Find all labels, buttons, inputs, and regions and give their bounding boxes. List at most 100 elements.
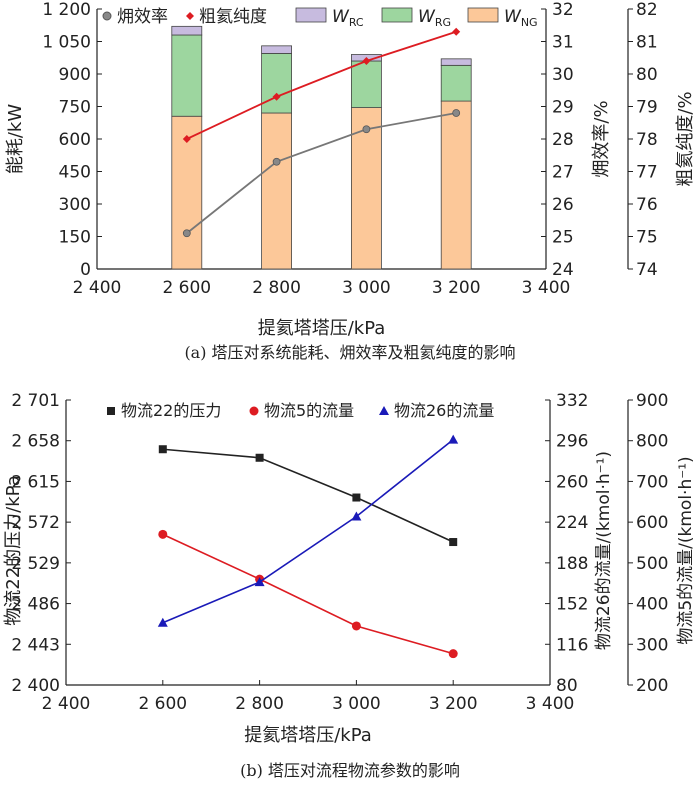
x-tick-label-a: 3 000 xyxy=(342,278,391,298)
y-tick-label-right2-b: 800 xyxy=(636,432,668,452)
y-axis-label-left-a: 能耗/kW xyxy=(5,104,26,174)
y-tick-label-right-a: 32 xyxy=(552,0,574,20)
stream26-flow-line xyxy=(162,438,454,624)
x-tick-label-a: 2 400 xyxy=(73,278,122,298)
x-tick-label-a: 2 800 xyxy=(252,278,301,298)
stream26-flow-point xyxy=(254,577,265,587)
legend-stream5-flow-label: 物流5的流量 xyxy=(264,401,354,420)
legend-w-rg-swatch xyxy=(381,7,413,23)
x-axis-label-b: 提氦塔塔压/kPa xyxy=(244,725,372,746)
y-tick-label-right-a: 30 xyxy=(552,65,574,85)
y-tick-label-right2-a: 77 xyxy=(636,163,658,183)
legend-stream5-flow-marker xyxy=(249,406,259,416)
y-tick-label-right-a: 31 xyxy=(552,33,574,53)
legend-w-ng-label: WNG xyxy=(504,7,538,29)
y-tick-label-right-b: 116 xyxy=(556,635,588,655)
y-tick-label-right-a: 25 xyxy=(552,228,574,248)
y-tick-label-right2-b: 900 xyxy=(636,391,668,411)
y-tick-label-left-a: 900 xyxy=(59,65,91,85)
bar-w-rc xyxy=(261,45,293,54)
y-axis-label-left-a-group: 能耗/kW xyxy=(5,104,26,174)
y-axis-label-right2-a: 粗氦纯度/% xyxy=(675,91,696,186)
y-tick-label-right-b: 260 xyxy=(556,472,588,492)
stream22-pressure-point xyxy=(352,493,361,502)
y-tick-label-right-b: 224 xyxy=(556,513,588,533)
stream26-flow-point xyxy=(448,434,459,444)
bar-w-rc xyxy=(171,25,203,36)
y-tick-label-right2-b: 300 xyxy=(636,635,668,655)
bar-w-rg xyxy=(350,60,382,108)
y-tick-label-right2-b: 200 xyxy=(636,676,668,696)
y-tick-label-right-a: 29 xyxy=(552,98,574,118)
legend-w-rg-label: WRG xyxy=(418,7,451,29)
y-axis-label-left-b: 物流22的压力/kPa xyxy=(3,475,24,625)
caption-a: (a) 塔压对系统能耗、㶲效率及粗氦纯度的影响 xyxy=(184,343,516,362)
exergy-efficiency-point xyxy=(362,125,371,134)
x-tick-label-b: 2 400 xyxy=(42,694,91,714)
y-tick-label-right2-b: 500 xyxy=(636,554,668,574)
y-tick-label-right2-b: 400 xyxy=(636,595,668,615)
y-tick-label-right2-a: 74 xyxy=(636,260,658,280)
y-tick-label-left-b: 2 658 xyxy=(11,432,60,452)
y-tick-label-right2-b: 700 xyxy=(636,472,668,492)
legend-w-ng-subscript: NG xyxy=(521,16,538,29)
y-tick-label-right-b: 296 xyxy=(556,432,588,452)
stream5-flow-point xyxy=(448,649,458,659)
y-tick-label-left-a: 750 xyxy=(59,98,91,118)
exergy-efficiency-point xyxy=(182,229,191,238)
y-axis-label-right2-a-group: 粗氦纯度/% xyxy=(675,91,696,186)
legend-stream22-pressure-label: 物流22的压力 xyxy=(121,401,221,420)
x-tick-label-a: 2 600 xyxy=(162,278,211,298)
y-tick-label-left-b: 2 701 xyxy=(11,391,60,411)
y-tick-label-left-b: 2 486 xyxy=(11,595,60,615)
legend-exergy-marker xyxy=(102,11,112,21)
legend-exergy-label: 㶲效率 xyxy=(117,7,168,27)
x-tick-label-a: 3 400 xyxy=(522,278,571,298)
x-tick-label-b: 2 600 xyxy=(138,694,187,714)
y-tick-label-left-a: 0 xyxy=(80,260,91,280)
stream5-flow-line xyxy=(162,533,454,655)
x-tick-label-b: 3 000 xyxy=(332,694,381,714)
exergy-efficiency-line xyxy=(186,112,457,234)
y-axis-label-right-b-group: 物流26的流量/(kmol·h⁻¹) xyxy=(594,451,614,650)
y-tick-label-left-a: 600 xyxy=(59,130,91,150)
legend-w-rc-swatch xyxy=(295,7,327,23)
y-tick-label-left-a: 300 xyxy=(59,195,91,215)
y-axis-label-right-b: 物流26的流量/(kmol·h⁻¹) xyxy=(594,451,614,650)
stream5-flow-point xyxy=(351,621,361,631)
y-tick-label-right-a: 26 xyxy=(552,195,574,215)
y-tick-label-right2-a: 78 xyxy=(636,130,658,150)
y-tick-label-left-a: 1 200 xyxy=(42,0,91,20)
legend-w-ng-swatch xyxy=(467,7,499,23)
y-axis-label-right-a: 㶲效率/% xyxy=(591,100,612,177)
y-tick-label-right-b: 152 xyxy=(556,595,588,615)
x-tick-label-b: 3 200 xyxy=(429,694,478,714)
bar-w-ng xyxy=(350,107,382,270)
crude-helium-purity-point xyxy=(362,57,371,65)
y-tick-label-right-a: 27 xyxy=(552,163,574,183)
exergy-efficiency-point xyxy=(452,109,461,117)
bar-w-ng xyxy=(261,112,293,270)
y-tick-label-right2-a: 75 xyxy=(636,228,658,248)
legend-stream22-pressure-marker xyxy=(107,407,115,415)
y-tick-label-left-b: 2 443 xyxy=(11,635,60,655)
bar-w-rg xyxy=(440,64,472,102)
bar-w-rg xyxy=(171,34,203,117)
y-axis-label-right2-b-group: 物流5的流量/(kmol·h⁻¹) xyxy=(676,456,696,644)
y-tick-label-right-a: 24 xyxy=(552,260,574,280)
x-tick-label-a: 3 200 xyxy=(432,278,481,298)
stream22-pressure-line xyxy=(162,448,454,543)
x-axis-label-a: 提氦塔塔压/kPa xyxy=(258,318,386,339)
x-tick-label-b: 2 800 xyxy=(235,694,284,714)
y-axis-label-right-a-group: 㶲效率/% xyxy=(591,100,612,177)
y-tick-label-right-b: 80 xyxy=(556,676,578,696)
caption-b: (b) 塔压对流程物流参数的影响 xyxy=(240,761,460,780)
y-tick-label-left-b: 2 572 xyxy=(11,513,60,533)
y-tick-label-left-b: 2 529 xyxy=(11,554,60,574)
legend-w-rc-label: WRC xyxy=(332,7,364,29)
crude-helium-purity-point xyxy=(272,92,281,101)
y-tick-label-left-b: 2 615 xyxy=(11,472,60,492)
legend-w-rg-subscript: RG xyxy=(435,16,451,29)
y-tick-label-right2-a: 81 xyxy=(636,33,658,53)
